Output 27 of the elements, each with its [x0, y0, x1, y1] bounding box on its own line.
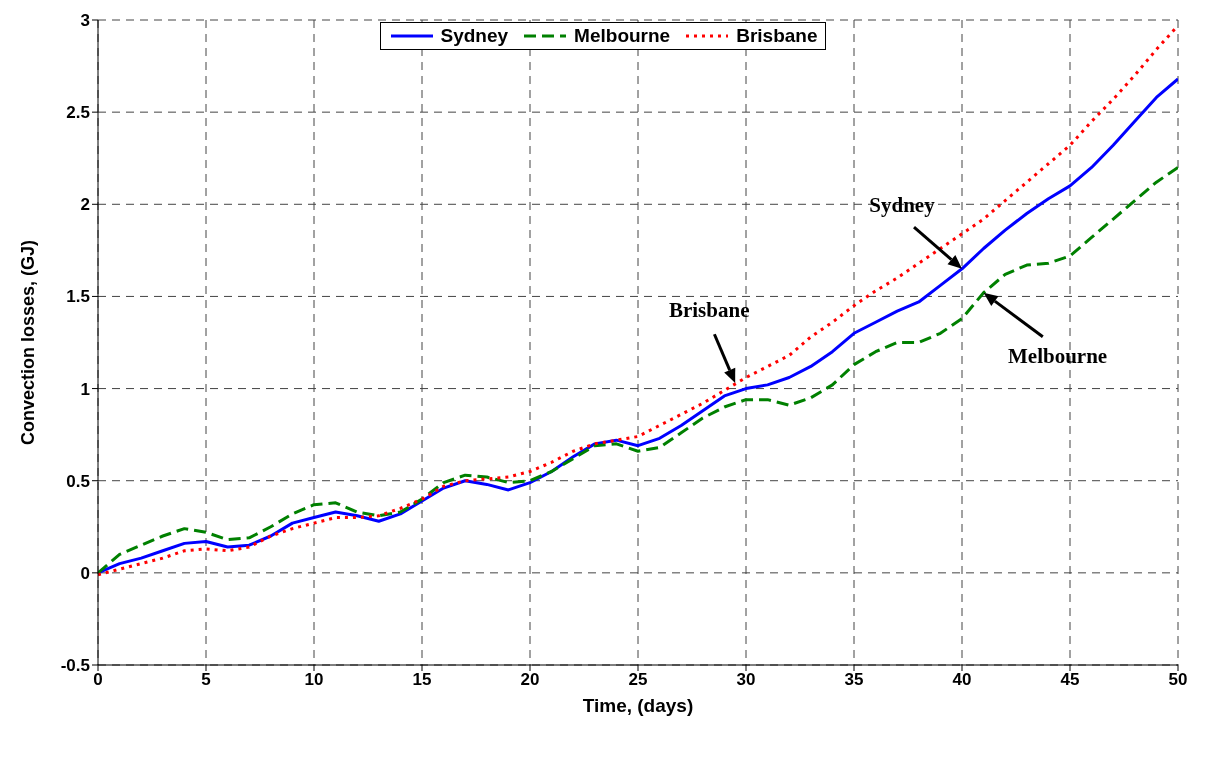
- y-tick-label: -0.5: [60, 656, 90, 676]
- y-tick-label: 2.5: [66, 103, 90, 123]
- legend-label: Sydney: [440, 25, 509, 47]
- x-tick-label: 35: [844, 670, 864, 690]
- annotation: Sydney: [869, 192, 936, 217]
- y-tick-label: 2: [80, 195, 90, 215]
- x-tick-label: 20: [520, 670, 540, 690]
- x-tick-label: 40: [952, 670, 972, 690]
- legend-label: Brisbane: [736, 25, 818, 47]
- y-tick-label: 0: [80, 563, 90, 583]
- y-tick-label: 1.5: [66, 287, 90, 307]
- x-tick-label: 25: [628, 670, 648, 690]
- legend-label: Melbourne: [574, 25, 671, 47]
- y-tick-label: 3: [80, 11, 90, 31]
- x-tick-label: 15: [412, 670, 432, 690]
- x-axis-title: Time, (days): [582, 695, 694, 716]
- x-tick-label: 50: [1168, 670, 1188, 690]
- annotation: Brisbane: [668, 297, 750, 322]
- x-tick-label: 45: [1060, 670, 1080, 690]
- annotation: Melbourne: [1008, 343, 1108, 368]
- x-tick-label: 5: [201, 670, 211, 690]
- x-tick-label: 10: [304, 670, 324, 690]
- x-tick-label: 30: [736, 670, 756, 690]
- y-tick-label: 1: [80, 379, 90, 399]
- x-tick-label: 0: [93, 670, 103, 690]
- y-tick-label: 0.5: [66, 471, 90, 491]
- y-axis-title: Convection losses, (GJ): [18, 239, 39, 446]
